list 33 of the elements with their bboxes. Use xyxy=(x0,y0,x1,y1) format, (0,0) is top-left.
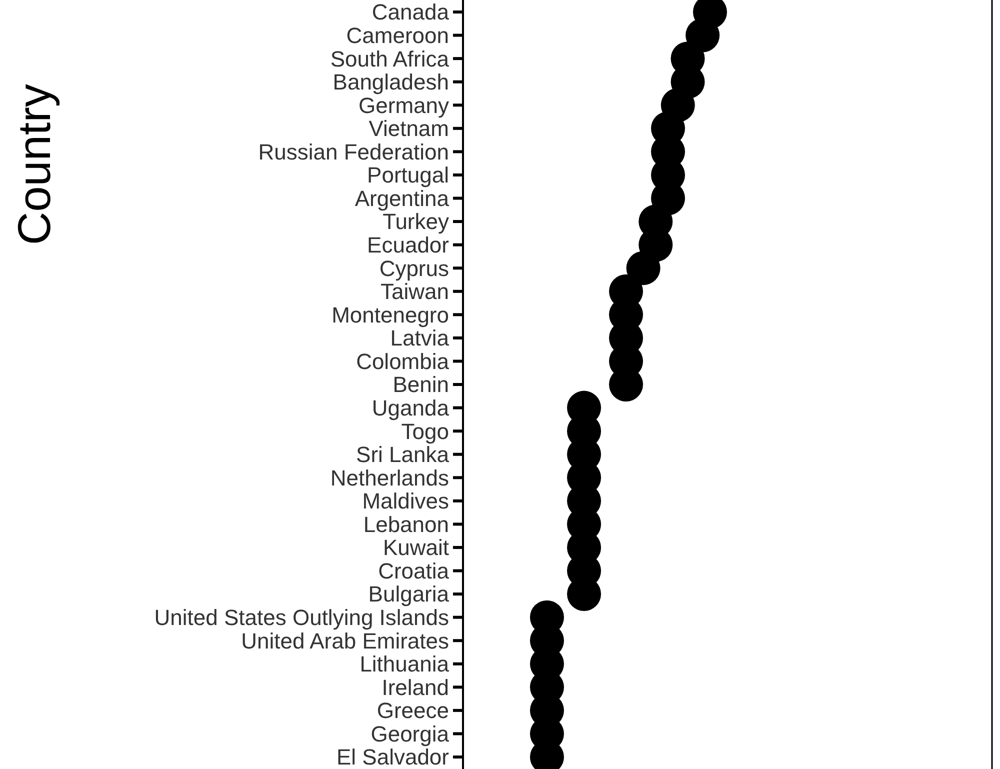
y-tick-label: Turkey xyxy=(382,209,449,234)
y-tick-label: Colombia xyxy=(356,348,450,374)
point xyxy=(626,251,660,286)
y-tick-label: Canada xyxy=(372,0,450,25)
y-tick-label: Georgia xyxy=(370,721,450,746)
y-tick-label: Lebanon xyxy=(363,512,449,537)
y-tick-label: Bulgaria xyxy=(368,582,450,607)
y-tick-label: Cyprus xyxy=(379,256,449,281)
y-tick-label: Greece xyxy=(376,698,449,724)
y-tick-label: Maldives xyxy=(362,488,449,514)
y-axis-title: Country xyxy=(8,84,60,246)
y-tick-label: Sri Lanka xyxy=(356,442,450,468)
y-tick-label: Croatia xyxy=(378,558,450,584)
y-tick-label: El Salvador xyxy=(336,744,449,769)
y-tick-label: Germany xyxy=(358,92,449,118)
y-tick-label: Netherlands xyxy=(330,465,449,490)
point xyxy=(686,18,720,52)
y-tick-label: Montenegro xyxy=(332,302,449,328)
y-tick-label: Bangladesh xyxy=(332,70,449,95)
y-tick-label: Portugal xyxy=(367,162,449,188)
y-tick-label: Russian Federation xyxy=(258,139,449,164)
y-tick-label: Ecuador xyxy=(367,232,449,258)
y-tick-label: Uganda xyxy=(372,395,450,420)
y-tick-label: Argentina xyxy=(354,186,450,211)
y-tick-label: Lithuania xyxy=(360,652,450,677)
y-tick-label: Latvia xyxy=(390,326,450,351)
y-tick-label: Ireland xyxy=(382,674,449,700)
y-tick-label: Kuwait xyxy=(382,535,449,560)
y-tick-label: South Africa xyxy=(330,46,450,72)
y-tick-label: Togo xyxy=(401,418,449,444)
y-tick-label: Cameroon xyxy=(346,22,449,48)
y-tick-label: Benin xyxy=(392,372,449,398)
y-tick-label: United States Outlying Islands xyxy=(154,605,449,630)
